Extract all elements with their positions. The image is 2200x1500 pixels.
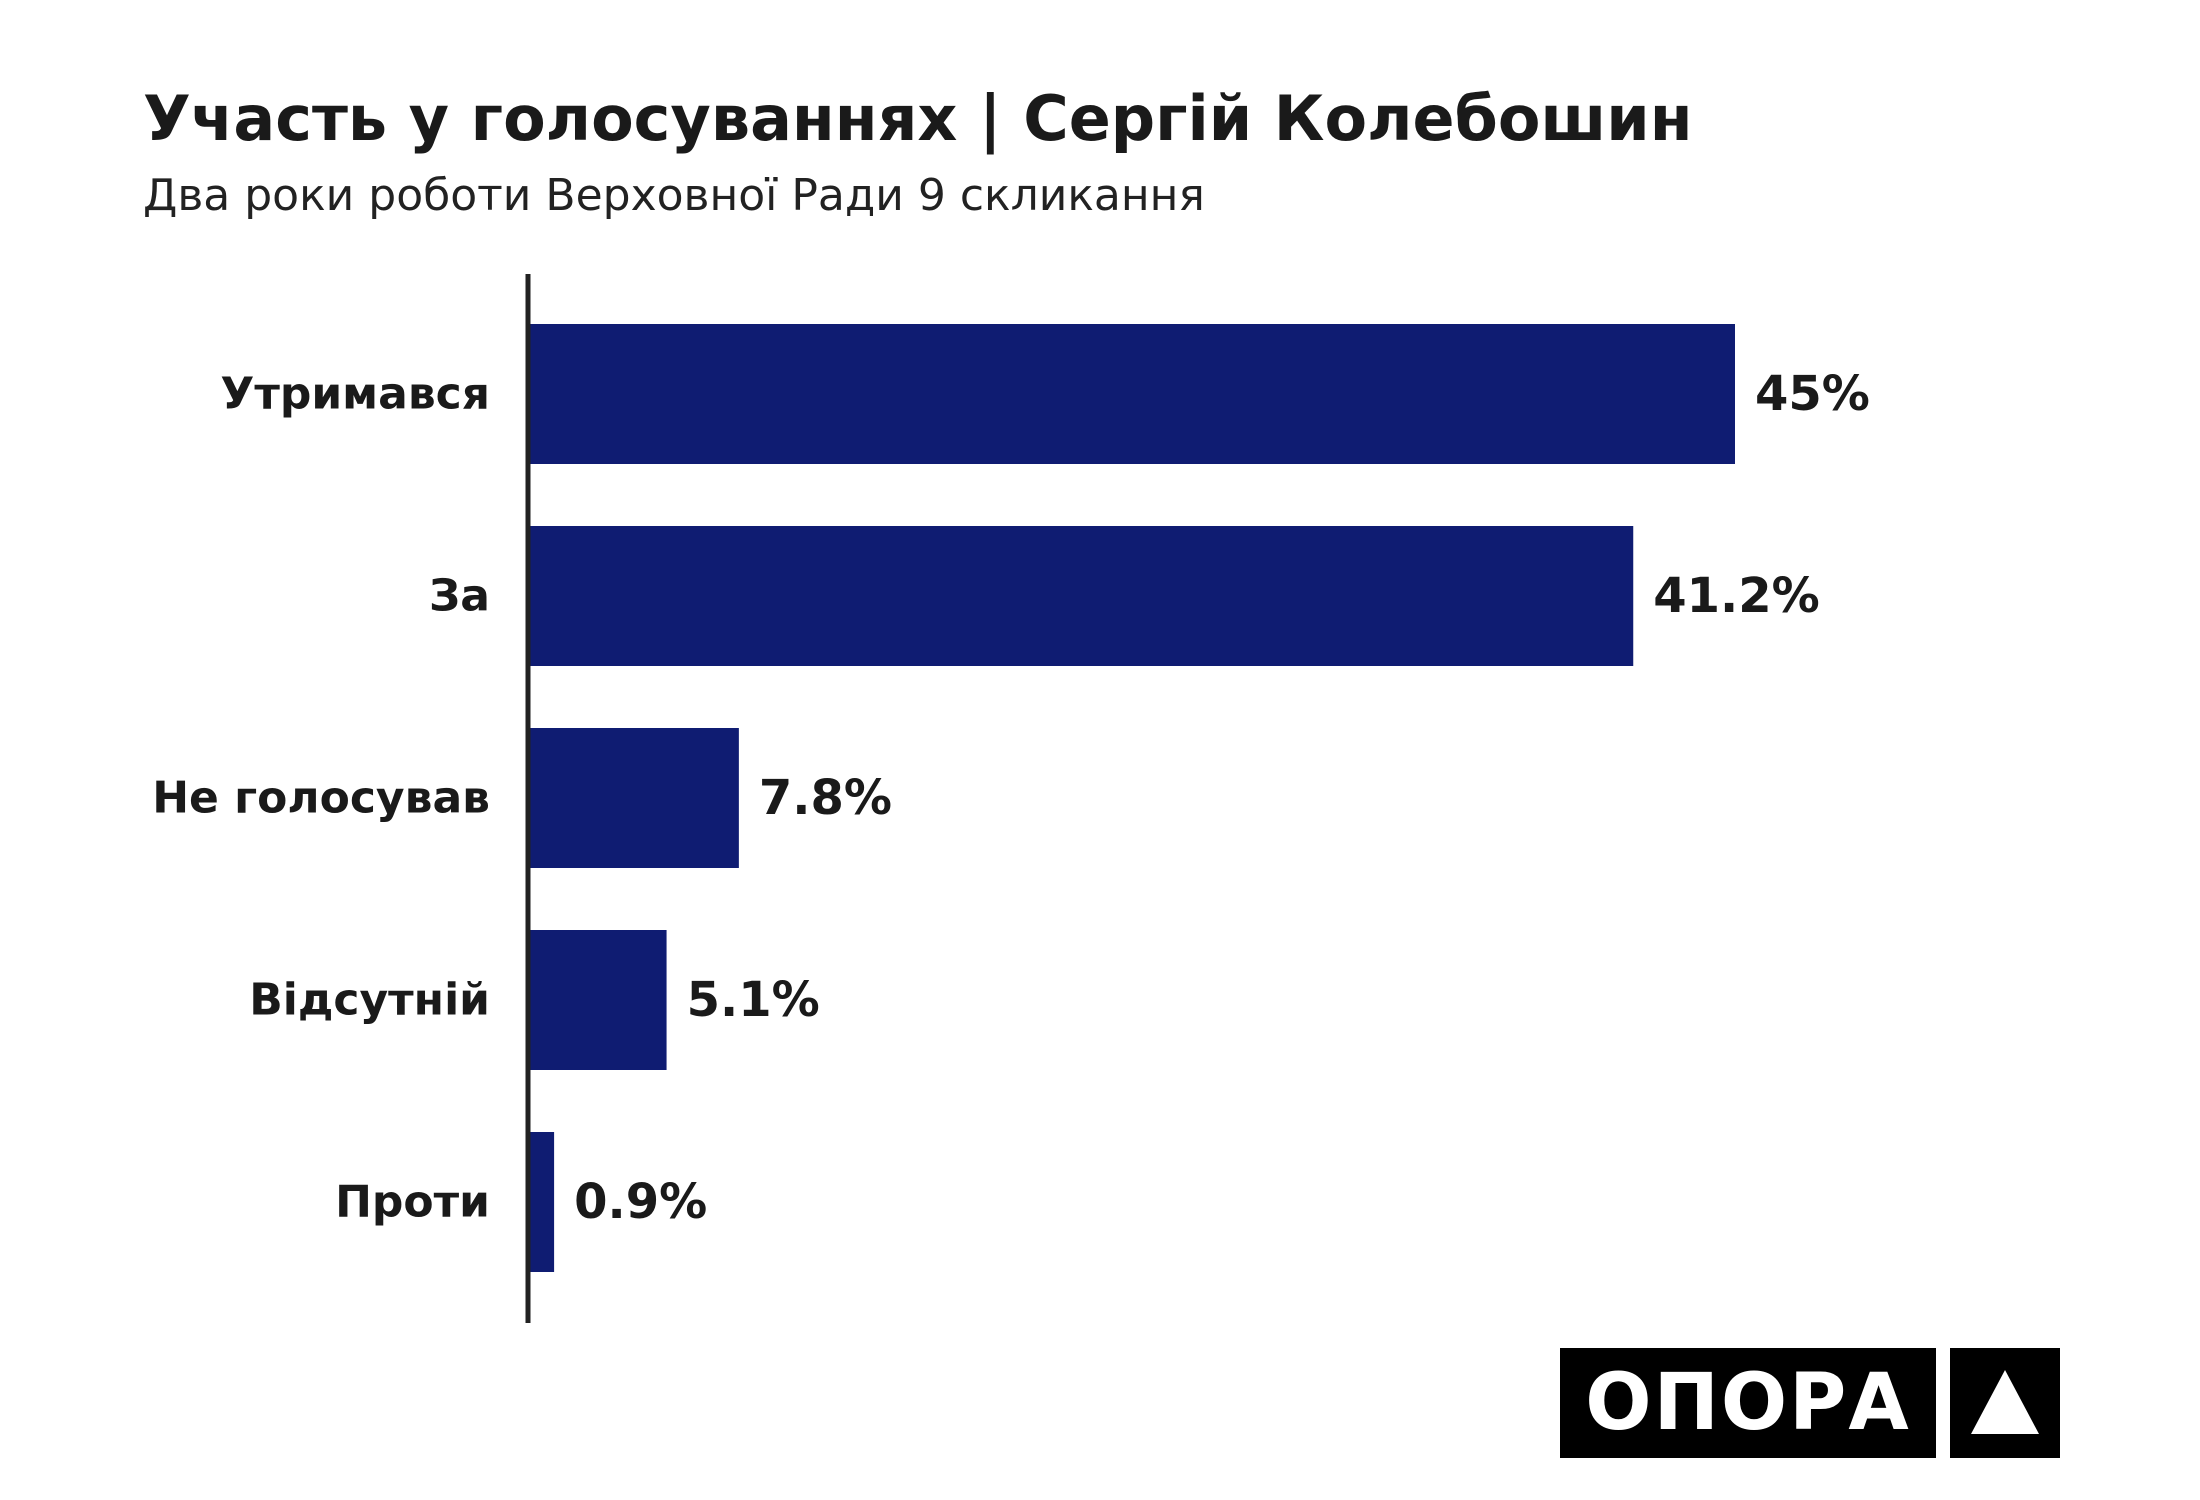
category-label-1: За [429, 571, 490, 622]
logo-text: ОПОРА [1560, 1348, 1936, 1458]
value-label-1: 41.2% [1653, 568, 1820, 624]
category-label-3: Відсутній [249, 975, 490, 1026]
value-label-2: 7.8% [759, 770, 892, 826]
value-label-4: 0.9% [574, 1174, 707, 1230]
bar-4 [530, 1132, 555, 1272]
category-label-0: Утримався [220, 369, 490, 420]
bar-0 [530, 324, 1735, 464]
category-label-4: Проти [335, 1177, 490, 1228]
value-label-0: 45% [1755, 366, 1870, 422]
bar-3 [530, 930, 667, 1070]
opora-logo: ОПОРА [1560, 1348, 2060, 1458]
value-label-3: 5.1% [687, 972, 820, 1028]
triangle-logo-icon [1950, 1348, 2060, 1458]
chart-title: Участь у голосуваннях | Сергій Колебошин [143, 82, 1693, 155]
category-label-2: Не голосував [152, 773, 490, 824]
bar-1 [530, 526, 1634, 666]
bar-2 [530, 728, 739, 868]
bars-group: Утримався 45% За 41.2% Не голосував 7.8% Відсу… [152, 324, 1870, 1272]
chart-subtitle: Два роки роботи Верховної Ради 9 скликан… [143, 170, 1205, 221]
